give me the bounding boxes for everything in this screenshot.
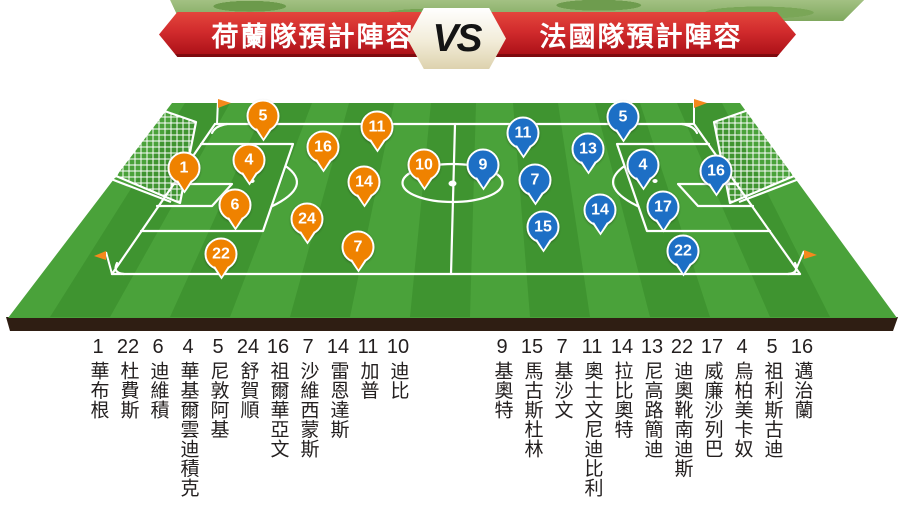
player-number: 13 [640, 336, 664, 358]
roster-player-fr-17: 17 威廉沙列巴 [697, 336, 727, 498]
player-number: 11 [357, 336, 379, 358]
roster-player-fr-16: 16 邁治蘭 [787, 336, 817, 498]
player-name: 舒賀順 [237, 361, 259, 420]
player-number: 9 [496, 336, 508, 358]
player-name: 基奧特 [491, 361, 513, 420]
player-number: 16 [266, 336, 290, 358]
vs-label: VS [432, 16, 482, 60]
player-name: 邁治蘭 [791, 361, 813, 420]
player-name: 威廉沙列巴 [701, 361, 723, 459]
roster-player-nl-4: 4 華基爾雲迪積克 [173, 336, 203, 498]
player-name: 迪奧靴南迪斯 [671, 361, 693, 478]
player-number: 22 [670, 336, 694, 358]
player-name: 奧士文尼迪比利 [581, 361, 603, 498]
roster-player-nl-11: 11 加普 [353, 336, 383, 498]
player-name: 尼敦阿基 [207, 361, 229, 439]
goal-right [712, 104, 801, 205]
roster-player-fr-13: 13 尼高路簡迪 [637, 336, 667, 498]
player-name: 拉比奧特 [611, 361, 633, 439]
player-number: 5 [212, 336, 224, 358]
player-name: 迪維積 [147, 361, 169, 420]
player-name: 沙維西蒙斯 [297, 361, 319, 459]
roster-player-fr-7: 7 基沙文 [547, 336, 577, 498]
player-number: 7 [556, 336, 568, 358]
roster-player-fr-15: 15 馬古斯杜林 [517, 336, 547, 498]
roster-player-nl-6: 6 迪維積 [143, 336, 173, 498]
player-number: 1 [92, 336, 104, 358]
player-number: 4 [182, 336, 194, 358]
penalty-spot-left [249, 179, 255, 183]
player-name: 雷恩達斯 [327, 361, 349, 439]
player-name: 基沙文 [551, 361, 573, 420]
player-name: 馬古斯杜林 [521, 361, 543, 459]
roster-player-fr-5: 5 祖利斯古迪 [757, 336, 787, 498]
roster-player-fr-22: 22 迪奧靴南迪斯 [667, 336, 697, 498]
banner-france: 法國隊預計陣容 [448, 12, 796, 57]
player-name: 杜費斯 [117, 361, 139, 420]
player-name: 華基爾雲迪積克 [177, 361, 199, 498]
roster-player-nl-24: 24 舒賀順 [233, 336, 263, 498]
player-number: 6 [152, 336, 164, 358]
player-name: 祖利斯古迪 [761, 361, 783, 459]
player-name: 華布根 [87, 361, 109, 420]
player-number: 17 [700, 336, 724, 358]
player-number: 10 [386, 336, 410, 358]
center-spot [448, 180, 457, 187]
player-name: 加普 [357, 361, 379, 400]
player-number: 11 [581, 336, 603, 358]
roster-player-nl-22: 22 杜費斯 [113, 336, 143, 498]
roster-player-fr-9: 9 基奧特 [487, 336, 517, 498]
roster-player-nl-1: 1 華布根 [83, 336, 113, 498]
roster-player-fr-11: 11 奧士文尼迪比利 [577, 336, 607, 498]
roster-netherlands: 1 華布根 22 杜費斯 6 迪維積 4 華基爾雲迪積克 5 尼敦阿基 24 舒賀順 16 祖爾華亞文 7 沙… [83, 336, 413, 498]
player-name: 祖爾華亞文 [267, 361, 289, 459]
banner-netherlands-label: 荷蘭隊預計陣容 [211, 22, 415, 52]
vs-badge: VS [407, 8, 506, 69]
player-number: 14 [326, 336, 350, 358]
roster-player-nl-14: 14 雷恩達斯 [323, 336, 353, 498]
soil-bar [6, 317, 898, 331]
roster-player-nl-7: 7 沙維西蒙斯 [293, 336, 323, 498]
player-number: 5 [766, 336, 778, 358]
player-name: 尼高路簡迪 [641, 361, 663, 459]
roster-player-nl-5: 5 尼敦阿基 [203, 336, 233, 498]
roster-player-nl-10: 10 迪比 [383, 336, 413, 498]
penalty-spot-right [652, 179, 658, 183]
roster-player-fr-4: 4 烏柏美卡奴 [727, 336, 757, 498]
player-number: 7 [302, 336, 314, 358]
player-name: 烏柏美卡奴 [731, 361, 753, 459]
player-number: 14 [610, 336, 634, 358]
corner-flag-icons [94, 99, 817, 275]
player-number: 22 [116, 336, 140, 358]
roster-player-nl-16: 16 祖爾華亞文 [263, 336, 293, 498]
roster-france: 9 基奧特 15 馬古斯杜林 7 基沙文 11 奧士文尼迪比利 14 拉比奧特 13 尼高路簡迪 22 迪… [487, 336, 817, 498]
player-number: 15 [520, 336, 544, 358]
player-number: 24 [236, 336, 260, 358]
roster-player-fr-14: 14 拉比奧特 [607, 336, 637, 498]
player-number: 16 [790, 336, 814, 358]
player-number: 4 [736, 336, 748, 358]
banner-france-label: 法國隊預計陣容 [539, 22, 743, 52]
player-name: 迪比 [387, 361, 409, 400]
